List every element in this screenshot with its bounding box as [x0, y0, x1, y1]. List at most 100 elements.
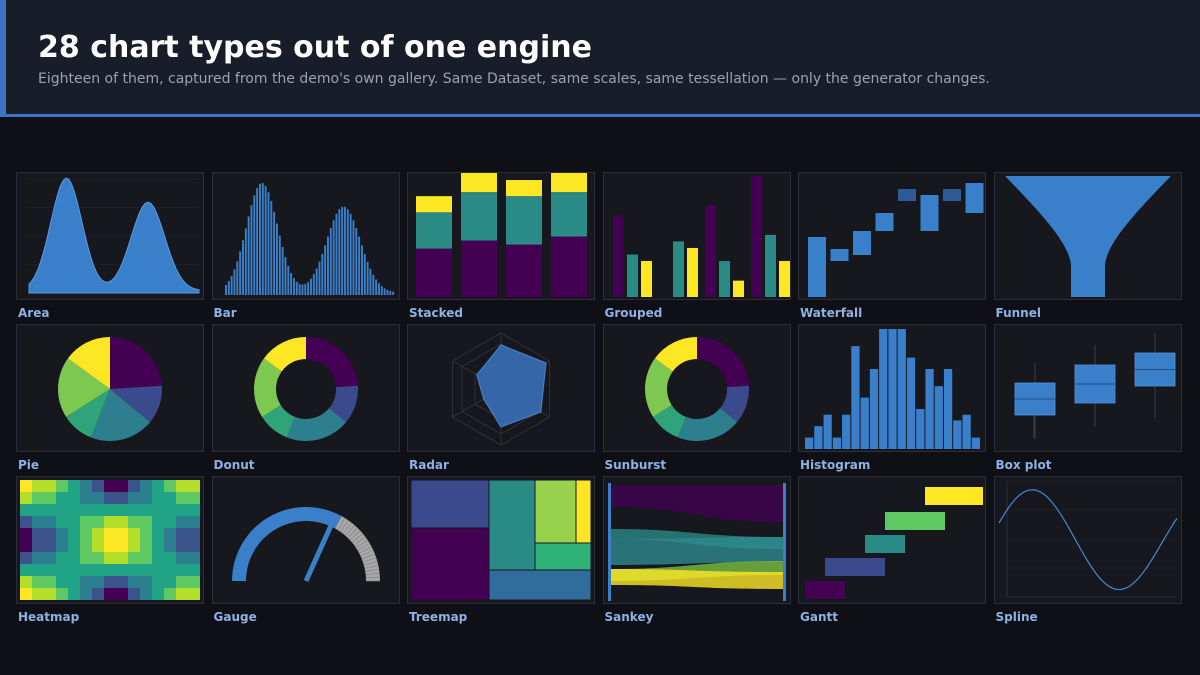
heatmap-cell: [140, 576, 152, 588]
heatmap-cell: [68, 576, 80, 588]
heatmap-cell: [92, 480, 104, 492]
histogram-bin: [916, 409, 925, 449]
heatmap-cell: [152, 516, 164, 528]
heatmap-cell: [116, 528, 128, 540]
heatmap-cell: [164, 588, 176, 600]
heatmap-cell: [176, 516, 188, 528]
chart-preview: [993, 172, 1182, 300]
bar: [349, 213, 352, 295]
histogram-bin: [851, 346, 860, 449]
heatmap-cell: [56, 504, 68, 516]
heatmap-cell: [44, 492, 56, 504]
heatmap-cell: [80, 528, 92, 540]
stacked-bar-segment: [551, 236, 587, 297]
chart-label: Funnel: [995, 306, 1041, 320]
heatmap-cell: [20, 576, 32, 588]
waterfall-bar: [920, 195, 939, 231]
pie-slice: [286, 408, 346, 441]
bar: [346, 209, 349, 295]
bar: [306, 281, 309, 295]
heatmap-cell: [128, 516, 140, 528]
gauge-tick: [364, 565, 378, 569]
gauge-tick: [356, 543, 370, 551]
chart-svg-treemap: [410, 479, 592, 601]
spline-line: [997, 489, 1177, 591]
heatmap-cell: [164, 504, 176, 516]
chart-svg-heatmap: [20, 480, 200, 600]
chart-preview: [602, 476, 791, 604]
bar: [366, 261, 369, 295]
waterfall-bar: [808, 237, 826, 297]
heatmap-cell: [104, 576, 116, 588]
chart-label: Sunburst: [604, 458, 667, 472]
heatmap-cell: [20, 480, 32, 492]
gauge-tick: [349, 530, 360, 541]
gauge-remaining-arc: [334, 516, 380, 581]
histogram-bin: [906, 357, 916, 449]
bar: [235, 261, 238, 295]
heatmap-cell: [128, 564, 140, 576]
heatmap-cell: [44, 480, 56, 492]
chart-svg-bar: [224, 183, 394, 295]
page-subtitle: Eighteen of them, captured from the demo…: [38, 71, 990, 87]
heatmap-cell: [104, 528, 116, 540]
chart-tile-area: Area: [16, 172, 204, 320]
header-accent-bar: [0, 0, 6, 114]
heatmap-cell: [116, 480, 128, 492]
chart-svg-gantt: [805, 487, 983, 599]
chart-preview: [798, 172, 986, 300]
bar: [264, 186, 267, 295]
chart-svg-line: [997, 480, 1177, 598]
heatmap-cell: [152, 540, 164, 552]
bar: [352, 220, 354, 295]
treemap-cell: [488, 569, 592, 601]
bar: [224, 285, 227, 295]
heatmap-cell: [44, 504, 56, 516]
heatmap-cell: [56, 492, 68, 504]
chart-tile-gantt: Gantt: [798, 476, 986, 624]
bar: [386, 289, 388, 295]
heatmap-cell: [128, 528, 140, 540]
heatmap-cell: [68, 552, 80, 564]
heatmap-cell: [164, 540, 176, 552]
heatmap-cell: [20, 516, 32, 528]
bar: [312, 274, 315, 295]
bar: [227, 281, 230, 295]
heatmap-cell: [80, 576, 92, 588]
sankey-link: [610, 537, 783, 565]
heatmap-cell: [140, 504, 152, 516]
heatmap-cell: [116, 540, 128, 552]
heatmap-cell: [32, 528, 44, 540]
heatmap-cell: [92, 552, 104, 564]
bar: [383, 288, 386, 295]
grouped-bar: [778, 261, 790, 297]
chart-preview: [602, 172, 791, 300]
heatmap-cell: [152, 504, 164, 516]
gantt-task: [925, 487, 983, 505]
stacked-bar-segment: [461, 192, 497, 241]
chart-tile-histogram: Histogram: [798, 324, 986, 472]
heatmap-cell: [80, 540, 92, 552]
heatmap-cell: [44, 576, 56, 588]
heatmap-cell: [20, 552, 32, 564]
treemap-cell: [488, 479, 536, 571]
heatmap-cell: [188, 504, 200, 516]
heatmap-cell: [56, 588, 68, 600]
heatmap-cell: [164, 528, 176, 540]
sankey-link: [610, 485, 783, 522]
heatmap-cell: [188, 516, 200, 528]
sankey-link: [610, 569, 783, 589]
grouped-bar: [626, 254, 638, 297]
bar: [301, 284, 303, 295]
chart-svg-radar: [452, 332, 550, 446]
bar: [289, 272, 292, 295]
histogram-bin: [897, 329, 906, 449]
heatmap-cell: [80, 492, 92, 504]
gauge-tick: [364, 568, 379, 572]
gauge-tick: [336, 517, 345, 531]
heatmap-cell: [164, 552, 176, 564]
chart-tile-grouped: Grouped: [602, 172, 791, 320]
heatmap-cell: [188, 540, 200, 552]
grouped-bar: [672, 241, 684, 297]
heatmap-cell: [128, 576, 140, 588]
